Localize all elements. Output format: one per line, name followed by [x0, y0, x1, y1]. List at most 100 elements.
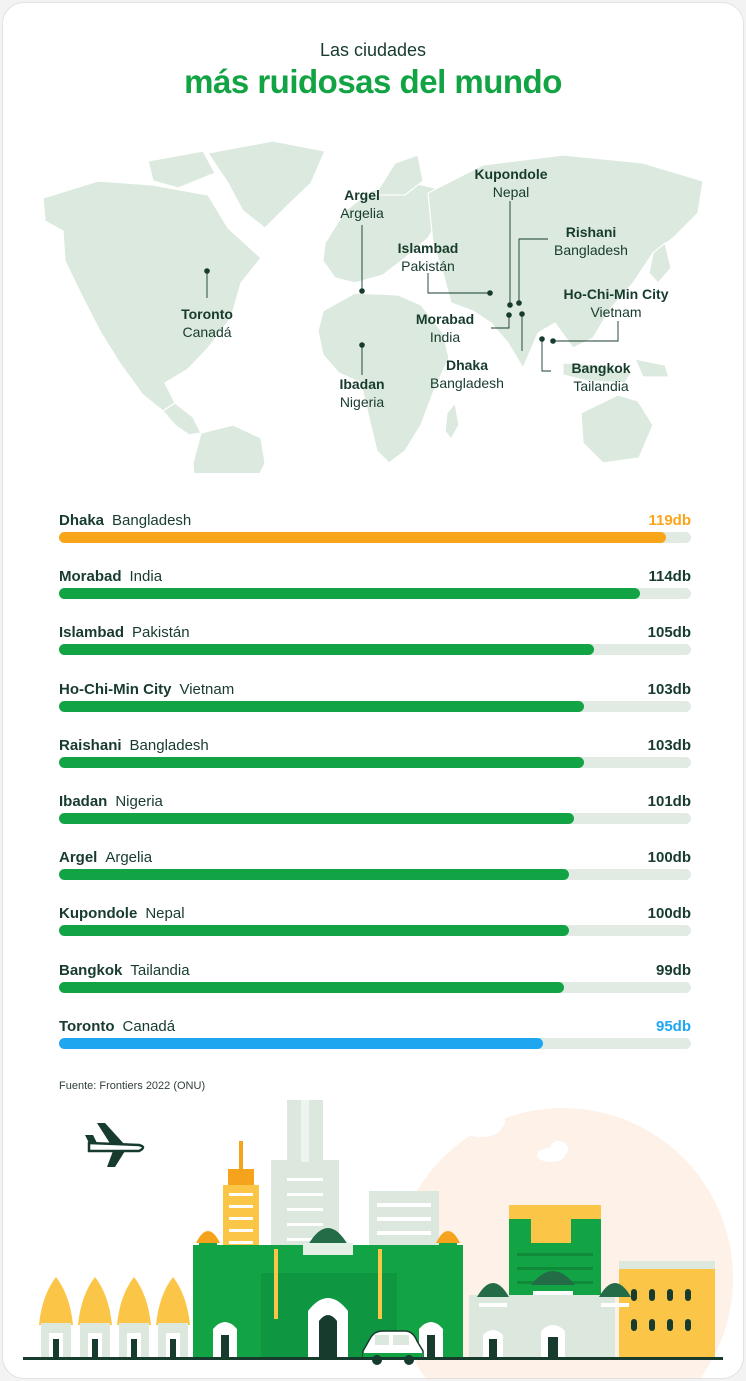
ground-line [23, 1357, 723, 1360]
dot-hochiminh [550, 338, 556, 344]
bar-city-label: Bangkok [59, 961, 123, 979]
page-subtitle: Las ciudades [319, 40, 427, 60]
bar-track [59, 1037, 691, 1049]
bar-track [59, 813, 691, 824]
bar [59, 644, 595, 656]
bar-country-label: Nigeria [115, 793, 163, 810]
dot-toronto [204, 268, 210, 274]
bar-country-label: Bangladesh [112, 512, 192, 529]
dot-dhaka [519, 311, 525, 317]
bar-value-label: 103db [647, 736, 691, 754]
map-label-city: Rishani [566, 224, 617, 240]
bar [59, 532, 666, 543]
bar [59, 588, 641, 600]
map-label-city: Ho-Chi-Min City [564, 286, 669, 302]
bar-city-label: Toronto [59, 1017, 115, 1035]
bar-label: Raishani Bangladesh [59, 737, 209, 754]
map-label-city: Dhaka [446, 357, 488, 373]
bar-country-label: Canadá [122, 1017, 176, 1035]
map-label-country: Nepal [493, 184, 530, 200]
world-map: Toronto Canadá Argel Argelia Kupondole N… [42, 140, 704, 473]
map-label-city: Kupondole [474, 166, 547, 182]
bar-city-label: Morabad [59, 568, 122, 586]
bar-value-label: 100db [647, 905, 691, 923]
bar-track [59, 532, 691, 543]
bar-city-label: Argel [59, 849, 98, 867]
cloud-icon [461, 1111, 505, 1137]
map-label-city: Morabad [416, 311, 474, 327]
page-title: más ruidosas del mundo [184, 63, 562, 100]
bar-track [59, 756, 691, 768]
dot-ibadan [359, 342, 365, 348]
bar-city-label: Ibadan [59, 793, 108, 810]
bar-row: Ibadan Nigeria 101db [59, 790, 691, 830]
bar-value-label: 95db [655, 1017, 691, 1035]
bar-value-label: 101db [647, 793, 691, 810]
airplane-icon [85, 1123, 145, 1167]
bar-country-label: Nepal [145, 905, 185, 923]
bar-value-label: 100db [647, 849, 691, 867]
mosque [193, 1228, 463, 1357]
dot-rishani [516, 300, 522, 306]
bar-label: Dhaka Bangladesh [59, 512, 191, 529]
bar-row: Islambad Pakistán 105db [59, 621, 691, 661]
bar-track [59, 644, 691, 656]
bar-label: Islambad Pakistán [59, 624, 190, 641]
bar-track [59, 588, 691, 600]
bar-city-label: Dhaka [59, 512, 105, 529]
dot-morabad [506, 312, 512, 318]
map-label-country: Argelia [340, 205, 384, 221]
leader-lines [206, 201, 619, 375]
dot-kupondole [507, 302, 513, 308]
map-label-city: Toronto [181, 306, 233, 322]
bar-row: Argel Argelia 100db [59, 846, 691, 886]
bar [59, 813, 574, 824]
bar-label: Bangkok Tailandia [59, 962, 190, 979]
map-label-city: Islambad [398, 240, 459, 256]
bar-country-label: Bangladesh [129, 736, 209, 754]
bar-country-label: Pakistán [132, 624, 190, 642]
dot-argel [359, 288, 365, 294]
bar-value-label: 105db [647, 624, 691, 642]
bar-city-label: Ho-Chi-Min City [59, 680, 172, 698]
bar-track [59, 869, 691, 881]
bar-label: Kupondole Nepal [59, 905, 185, 922]
dome-towers-left [39, 1277, 190, 1357]
bar-row: Bangkok Tailandia 99db [59, 959, 691, 999]
city-dots [204, 268, 556, 348]
bar-value-label: 114db [648, 568, 691, 586]
source-note: Fuente: Frontiers 2022 (ONU) [59, 1080, 206, 1092]
map-city-labels: Toronto Canadá Argel Argelia Kupondole N… [181, 166, 669, 410]
bar [59, 925, 569, 937]
bar-city-label: Kupondole [59, 905, 138, 923]
map-label-country: Tailandia [573, 378, 628, 394]
map-label-country: India [430, 329, 461, 345]
bar [59, 869, 569, 881]
grey-mosque-right [469, 1271, 631, 1357]
map-label-city: Ibadan [339, 376, 384, 392]
cloud-icon [537, 1141, 568, 1162]
bar-city-label: Raishani [59, 736, 122, 754]
map-label-country: Vietnam [590, 304, 641, 320]
bar-label: Argel Argelia [59, 849, 152, 866]
bar-track [59, 925, 691, 937]
bar-row: Raishani Bangladesh 103db [59, 734, 691, 774]
bar-label: Ibadan Nigeria [59, 793, 163, 810]
bar-value-label: 103db [647, 680, 691, 698]
bar-label: Morabad India [59, 568, 162, 585]
bar-row: Morabad India 114db [59, 565, 691, 605]
bar [59, 1037, 544, 1049]
bar-country-label: India [129, 568, 163, 586]
city-skyline-illustration [23, 1100, 733, 1378]
map-label-country: Bangladesh [430, 375, 504, 391]
map-label-city: Bangkok [571, 360, 630, 376]
bar-row: Toronto Canadá 95db [59, 1015, 691, 1055]
bar-track [59, 700, 691, 712]
bar-label: Ho-Chi-Min City Vietnam [59, 681, 234, 698]
bar-value-label: 99db [655, 961, 691, 979]
map-label-country: Bangladesh [554, 242, 628, 258]
dot-islambad [487, 290, 493, 296]
map-label-country: Pakistán [401, 258, 455, 274]
yellow-building [619, 1261, 715, 1359]
